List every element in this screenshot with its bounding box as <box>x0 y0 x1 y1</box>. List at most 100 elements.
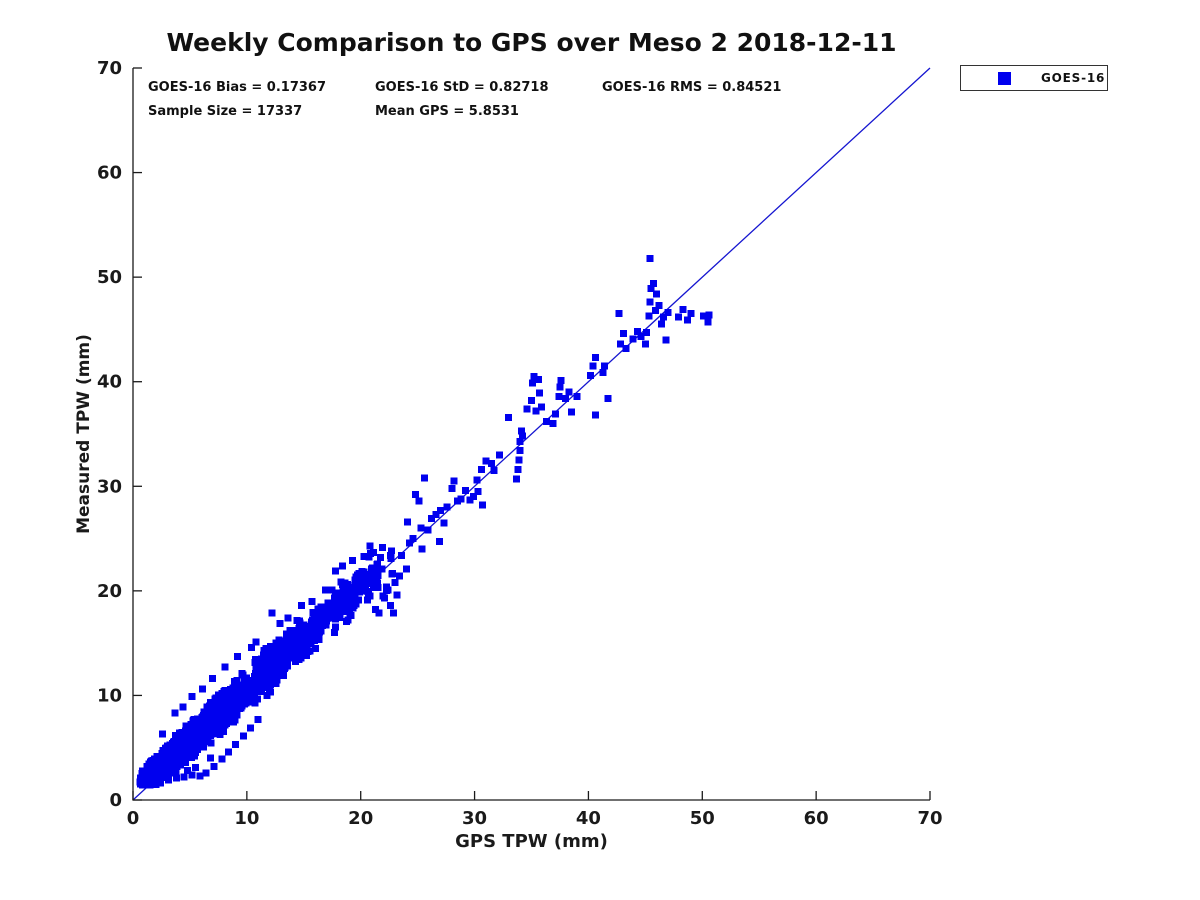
scatter-point <box>307 621 315 629</box>
scatter-point <box>293 616 301 624</box>
scatter-point <box>373 579 381 587</box>
scatter-point <box>417 524 425 532</box>
scatter-point <box>311 644 319 652</box>
scatter-point <box>662 336 670 344</box>
scatter-point <box>165 768 173 776</box>
scatter-point <box>209 675 217 683</box>
scatter-point <box>156 778 164 786</box>
scatter-point <box>557 377 565 385</box>
scatter-point <box>308 597 316 605</box>
scatter-point <box>591 411 599 419</box>
scatter-point <box>303 652 311 660</box>
scatter-point <box>363 596 371 604</box>
scatter-point <box>542 418 550 425</box>
scatter-point <box>421 474 428 482</box>
scatter-point <box>332 623 340 631</box>
scatter-point <box>528 397 535 404</box>
scatter-point <box>232 741 239 749</box>
scatter-point <box>443 503 451 511</box>
scatter-point <box>360 552 368 560</box>
scatter-point <box>179 703 187 711</box>
scatter-point <box>395 572 403 580</box>
scatter-point <box>403 518 411 526</box>
scatter-point <box>268 664 276 672</box>
stat-bias-text: GOES-16 Bias = 0.17367 <box>148 80 327 95</box>
scatter-point <box>490 467 498 475</box>
scatter-point <box>351 586 359 594</box>
scatter-point <box>373 561 381 568</box>
scatter-point <box>398 551 406 559</box>
scatter-point <box>246 681 254 689</box>
scatter-series-goes16 <box>136 254 713 789</box>
x-tick-label: 30 <box>462 808 487 829</box>
scatter-point <box>386 602 394 609</box>
scatter-point <box>252 638 260 646</box>
scatter-point <box>358 574 366 581</box>
scatter-point <box>225 748 233 756</box>
scatter-point <box>224 718 232 726</box>
scatter-point <box>591 354 599 362</box>
scatter-point <box>231 703 239 711</box>
scatter-point <box>162 755 170 763</box>
scatter-point <box>311 636 319 644</box>
scatter-point <box>278 661 286 669</box>
scatter-point <box>377 554 384 562</box>
scatter-point <box>496 451 504 459</box>
scatter-point <box>652 307 660 315</box>
scatter-point <box>538 403 546 411</box>
scatter-point <box>284 662 292 670</box>
scatter-point <box>649 279 657 287</box>
scatter-point <box>363 579 371 587</box>
scatter-point <box>660 313 668 321</box>
scatter-point <box>222 707 230 715</box>
scatter-point <box>332 606 340 614</box>
scatter-point <box>347 611 355 619</box>
scatter-point <box>362 572 370 580</box>
legend-marker-swatch <box>998 71 1011 85</box>
scatter-point <box>232 682 240 690</box>
scatter-point <box>244 698 252 706</box>
scatter-point <box>391 579 399 586</box>
scatter-point <box>352 600 360 608</box>
scatter-point <box>530 373 538 380</box>
scatter-point <box>344 589 352 597</box>
scatter-point <box>190 725 198 733</box>
scatter-point <box>587 371 595 379</box>
scatter-point <box>244 693 251 701</box>
scatter-point <box>233 677 241 685</box>
scatter-point <box>156 757 164 765</box>
scatter-point <box>251 699 259 707</box>
scatter-point <box>181 759 189 767</box>
scatter-point <box>199 713 207 721</box>
scatter-point <box>238 702 246 710</box>
scatter-point <box>462 487 469 494</box>
scatter-point <box>637 333 645 341</box>
scatter-point <box>215 691 223 699</box>
scatter-point <box>253 672 261 680</box>
scatter-point <box>562 394 570 402</box>
scatter-point <box>536 389 543 397</box>
scatter-point <box>276 653 284 661</box>
stat-mean-gps-text: Mean GPS = 5.8531 <box>375 104 519 119</box>
scatter-point <box>427 515 435 523</box>
scatter-point <box>604 394 612 402</box>
scatter-point <box>221 687 229 695</box>
scatter-point <box>278 638 286 646</box>
scatter-point <box>556 383 564 391</box>
scatter-point <box>266 685 273 693</box>
scatter-point <box>655 301 663 309</box>
scatter-point <box>281 647 289 655</box>
scatter-point <box>224 701 231 709</box>
scatter-point <box>513 475 521 483</box>
scatter-point <box>199 685 206 693</box>
scatter-point <box>328 586 336 594</box>
scatter-point <box>352 581 360 588</box>
scatter-point <box>365 553 373 561</box>
scatter-point <box>352 573 360 581</box>
scatter-point <box>287 642 295 650</box>
scatter-point <box>354 596 362 604</box>
scatter-point <box>549 420 557 427</box>
scatter-point <box>240 694 248 702</box>
scatter-point <box>699 312 707 320</box>
